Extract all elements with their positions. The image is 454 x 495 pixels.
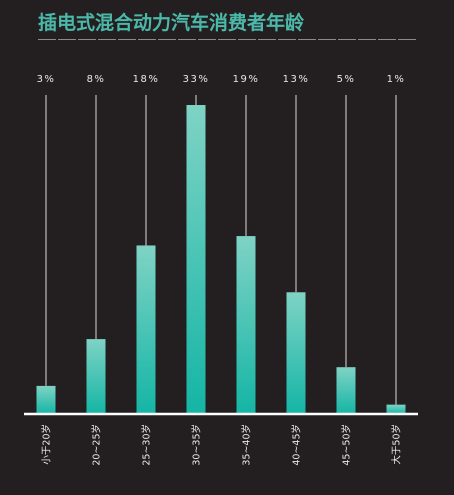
value-label-1: 3% bbox=[37, 74, 56, 85]
value-label-8: 1% bbox=[387, 74, 406, 85]
value-label-6: 13% bbox=[283, 74, 310, 85]
value-label-5: 19% bbox=[233, 74, 260, 85]
bar-1 bbox=[36, 385, 56, 414]
bar-5 bbox=[236, 236, 256, 414]
bar-2 bbox=[86, 339, 106, 414]
category-label-1: 小于20岁 bbox=[41, 424, 53, 465]
category-label-6: 40~45岁 bbox=[291, 424, 303, 466]
value-label-4: 33% bbox=[183, 74, 210, 85]
value-label-3: 18% bbox=[133, 74, 160, 85]
bar-7 bbox=[336, 367, 356, 414]
bar-8 bbox=[386, 404, 406, 414]
category-label-3: 25~30岁 bbox=[141, 424, 153, 466]
bar-3 bbox=[136, 245, 156, 414]
category-label-7: 45~50岁 bbox=[341, 424, 353, 466]
value-label-7: 5% bbox=[337, 74, 356, 85]
bar-6 bbox=[286, 292, 306, 414]
category-label-5: 35~40岁 bbox=[241, 424, 253, 466]
category-label-2: 20~25岁 bbox=[91, 424, 103, 466]
chart-marks: 3% 小于20岁 8% 20~25岁 18% 25~30岁 33% 30~35岁 19% 35~4… bbox=[36, 74, 406, 466]
value-label-2: 8% bbox=[87, 74, 106, 85]
category-label-8: 大于50岁 bbox=[391, 424, 403, 465]
bar-4 bbox=[186, 105, 206, 414]
chart-title: 插电式混合动力汽车消费者年龄 bbox=[38, 11, 305, 34]
category-label-4: 30~35岁 bbox=[191, 424, 203, 466]
